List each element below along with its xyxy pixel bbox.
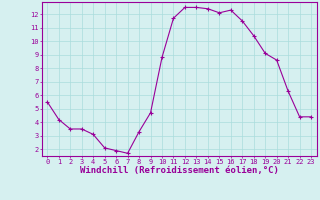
X-axis label: Windchill (Refroidissement éolien,°C): Windchill (Refroidissement éolien,°C) (80, 166, 279, 175)
